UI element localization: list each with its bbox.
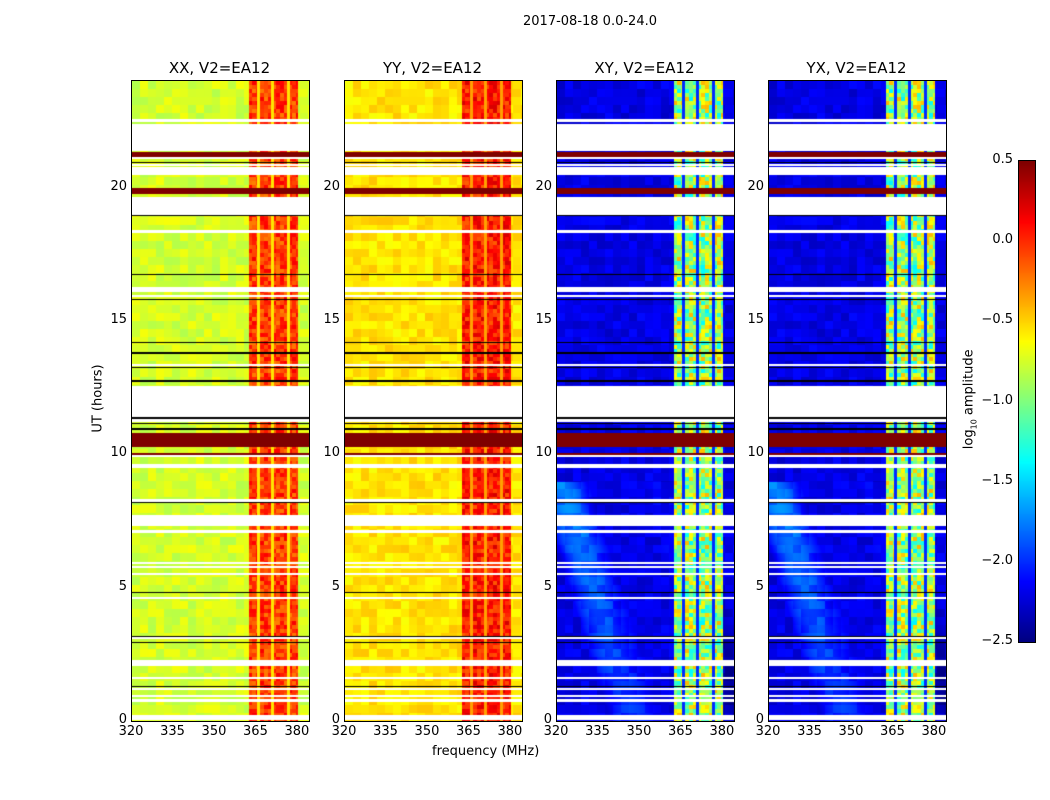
- y-tick-label: 15: [747, 312, 764, 327]
- x-tick-label: 350: [414, 724, 440, 739]
- x-tick-label: 320: [331, 724, 357, 739]
- y-tick-label: 0: [755, 712, 764, 727]
- colorbar-label-main: log: [961, 429, 977, 450]
- y-tick-label: 20: [535, 178, 552, 194]
- colorbar-label-rest: amplitude: [961, 349, 977, 420]
- y-tick-label: 20: [110, 178, 127, 194]
- x-tick-label: 365: [668, 724, 693, 739]
- figure-title: 2017-08-18 0.0-24.0: [523, 14, 657, 29]
- y-tick-label: 10: [323, 445, 340, 461]
- heatmap-panel: [556, 80, 735, 722]
- y-tick-label: 10: [535, 445, 552, 461]
- x-tick-label: 335: [797, 724, 822, 739]
- y-tick-label: 5: [755, 578, 764, 594]
- y-tick-label: 15: [110, 312, 127, 327]
- x-tick-label: 350: [201, 724, 227, 739]
- y-tick-label: 5: [118, 578, 127, 594]
- colorbar-tick-label: 0.0: [992, 232, 1013, 248]
- y-tick-label: 10: [110, 445, 127, 461]
- colorbar-tick-label: −2.0: [981, 552, 1013, 568]
- y-tick-label: 15: [535, 312, 552, 327]
- colorbar-tick-label: −0.5: [981, 312, 1013, 328]
- colorbar-tick-label: −1.0: [981, 392, 1013, 408]
- x-tick-label: 335: [160, 724, 185, 739]
- heatmap-panel: [768, 80, 947, 722]
- x-tick-label: 350: [626, 724, 652, 739]
- x-tick-label: 365: [456, 724, 481, 739]
- colorbar-tick-label: −1.5: [981, 472, 1013, 488]
- x-axis-label: frequency (MHz): [432, 744, 540, 759]
- colorbar: [1018, 160, 1036, 643]
- y-axis-label: UT (hours): [90, 364, 106, 433]
- x-tick-label: 320: [755, 724, 781, 739]
- y-tick-label: 20: [323, 178, 340, 194]
- panel-title: XX, V2=EA12: [168, 59, 271, 77]
- x-tick-label: 380: [709, 724, 735, 739]
- panel-title: XY, V2=EA12: [594, 59, 695, 77]
- heatmap-panel: [131, 80, 310, 722]
- y-tick-label: 0: [543, 712, 552, 727]
- x-tick-label: 350: [838, 724, 864, 739]
- colorbar-tick-label: 0.5: [992, 152, 1013, 167]
- x-tick-label: 365: [243, 724, 268, 739]
- y-tick-label: 20: [747, 178, 764, 194]
- y-tick-label: 15: [323, 312, 340, 327]
- x-tick-label: 335: [585, 724, 610, 739]
- x-tick-label: 335: [373, 724, 398, 739]
- y-tick-label: 5: [543, 578, 552, 594]
- y-tick-label: 10: [747, 445, 764, 461]
- colorbar-tick-label: −2.5: [981, 633, 1013, 648]
- x-tick-label: 380: [921, 724, 947, 739]
- x-tick-label: 320: [118, 724, 144, 739]
- x-tick-label: 380: [284, 724, 310, 739]
- y-tick-label: 0: [118, 712, 127, 727]
- heatmap-panel: [344, 80, 523, 722]
- y-tick-label: 0: [331, 712, 340, 727]
- panel-title: YX, V2=EA12: [806, 59, 907, 77]
- x-tick-label: 380: [497, 724, 523, 739]
- x-tick-label: 320: [543, 724, 569, 739]
- panel-title: YY, V2=EA12: [382, 59, 483, 77]
- x-tick-label: 365: [880, 724, 905, 739]
- y-tick-label: 5: [331, 578, 340, 594]
- colorbar-label-sub: 10: [969, 419, 979, 430]
